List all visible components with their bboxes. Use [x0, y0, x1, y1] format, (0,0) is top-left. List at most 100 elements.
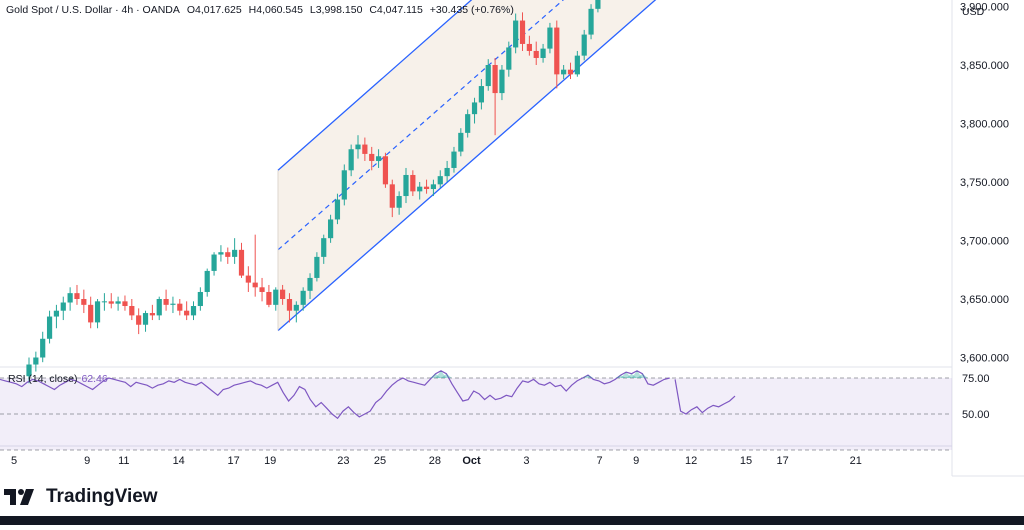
time-tick-label: 7 [597, 455, 603, 467]
candle-body [300, 290, 306, 305]
candle [307, 273, 313, 299]
price-tick-label: 3,600.000 [960, 353, 1009, 365]
time-tick-label: 23 [337, 455, 349, 467]
rsi-line [674, 379, 736, 415]
candle-body [485, 65, 491, 87]
rsi-overbought-fill [582, 375, 594, 378]
candle [204, 268, 210, 297]
candle [225, 247, 231, 264]
candle-body [129, 306, 135, 316]
candle [471, 97, 478, 124]
time-tick-label: 17 [776, 455, 788, 467]
price-tick-label: 3,850.000 [960, 60, 1009, 72]
candle-body [423, 186, 430, 190]
candle [142, 310, 149, 332]
high-value: H4,060.545 [248, 4, 303, 16]
rsi-label[interactable]: RSI (14, close) [8, 373, 78, 385]
candle [595, 0, 601, 13]
candle [581, 29, 587, 61]
candle [327, 214, 334, 243]
rsi-overbought-fill [626, 373, 637, 378]
candle [74, 284, 80, 305]
candle [293, 301, 299, 323]
time-tick-label: 21 [850, 455, 862, 467]
candle-body [334, 199, 341, 220]
change-value: +30.435 (+0.76%) [429, 4, 514, 16]
candle [588, 4, 594, 40]
candle [554, 20, 560, 89]
time-tick-label: 15 [740, 455, 752, 467]
candle [163, 289, 169, 311]
candle [177, 299, 183, 316]
time-tick-label: 5 [11, 455, 17, 467]
candle [170, 296, 176, 314]
candle-body [142, 313, 149, 325]
candle [574, 50, 580, 77]
candle [513, 13, 519, 54]
candle-body [46, 316, 53, 339]
candle-body [561, 69, 567, 75]
candle [218, 245, 224, 262]
symbol-name[interactable]: Gold Spot / U.S. Dollar · 4h · OANDA [6, 4, 180, 16]
candle-body [115, 301, 121, 304]
candle [67, 287, 73, 311]
candle [362, 137, 368, 161]
candle-body [588, 8, 594, 35]
rsi-overbought-fill [637, 373, 648, 378]
candle-body [204, 270, 210, 292]
rsi-tick-label: 75.00 [962, 373, 990, 385]
candle-body [327, 219, 334, 239]
candle [506, 41, 512, 77]
candle [280, 284, 286, 305]
tradingview-logo[interactable]: TradingView [4, 486, 158, 508]
candle-body [417, 186, 423, 192]
candle-body [382, 156, 389, 185]
candle-body [218, 252, 224, 255]
candle-body [190, 306, 197, 316]
candle [211, 252, 217, 276]
candle-body [197, 291, 203, 307]
currency-label[interactable]: USD [962, 6, 985, 18]
candle-body [540, 48, 546, 58]
tradingview-logo-icon [4, 489, 34, 505]
candle [46, 310, 53, 344]
candle-body [280, 289, 286, 299]
candle-body [252, 282, 258, 288]
time-tick-label: 17 [227, 455, 239, 467]
candle [369, 146, 375, 171]
candle [122, 295, 128, 311]
candle-body [355, 144, 361, 150]
time-tick-label: 25 [374, 455, 386, 467]
candle-body [499, 69, 505, 94]
candle-body [67, 293, 73, 303]
price-ticks-layer: 4,150.0004,100.0004,050.0004,000.0003,95… [960, 2, 1009, 365]
candle [465, 109, 471, 138]
candle [184, 301, 190, 321]
time-tick-label: 14 [173, 455, 185, 467]
candle-body [341, 170, 347, 200]
candle-body [149, 313, 155, 316]
candle-body [547, 27, 553, 49]
time-tick-label: 19 [264, 455, 276, 467]
rsi-value: 62.46 [81, 373, 108, 385]
candle [382, 152, 389, 188]
candle [519, 12, 526, 51]
candle-body [567, 69, 574, 75]
candle-body [307, 277, 313, 291]
candle [286, 293, 293, 323]
price-tick-label: 3,800.000 [960, 119, 1009, 131]
candle [156, 296, 162, 321]
rsi-overbought-fill [430, 373, 441, 378]
candle-body [437, 176, 443, 185]
candle-body [293, 304, 299, 311]
time-tick-label: 12 [685, 455, 697, 467]
candle-body [136, 315, 142, 325]
candle-body [156, 299, 162, 316]
candle-body [369, 153, 375, 161]
candle [300, 287, 306, 311]
low-value: L3,998.150 [309, 4, 363, 16]
candle-body [60, 302, 66, 311]
candle-body [410, 174, 416, 192]
candle-body [506, 47, 512, 70]
